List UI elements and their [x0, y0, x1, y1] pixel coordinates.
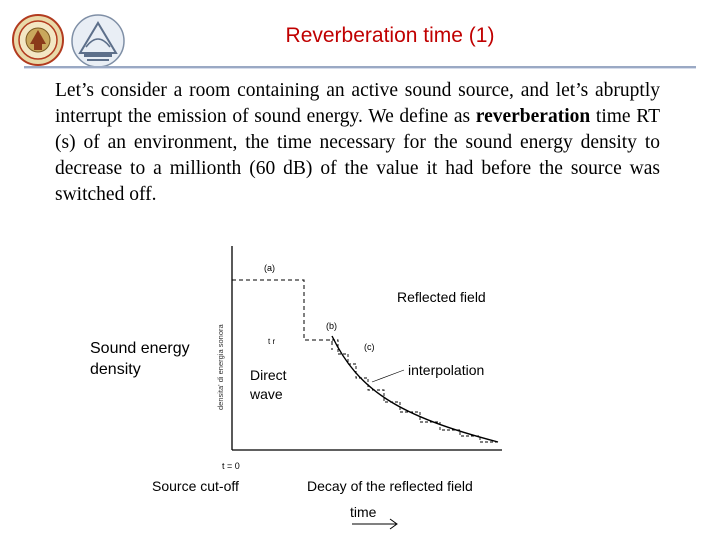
- staircase-decay-line: [332, 339, 498, 443]
- direct-wave-label: Direct wave: [250, 367, 287, 402]
- time-label: time: [350, 504, 377, 520]
- source-cutoff-label: Source cut-off: [152, 478, 239, 494]
- marker-t0: t = 0: [222, 461, 240, 471]
- marker-c: (c): [364, 342, 375, 352]
- paragraph-part1: Let’s consider a room containing an acti…: [55, 80, 660, 127]
- marker-b: (b): [326, 321, 337, 331]
- definition-paragraph: Let’s consider a room containing an acti…: [55, 78, 660, 208]
- time-arrow-icon: [352, 518, 398, 530]
- marker-tr: t r: [268, 337, 275, 346]
- decay-label: Decay of the reflected field: [307, 478, 473, 494]
- page-title: Reverberation time (1): [285, 24, 495, 47]
- paragraph-bold-term: reverberation: [475, 106, 591, 127]
- title-rule: [24, 66, 696, 68]
- interpolation-label: interpolation: [408, 362, 485, 378]
- paragraph-part2: time RT (s) of an environment, the time …: [55, 106, 661, 205]
- reflected-field-label: Reflected field: [397, 289, 486, 305]
- marker-a: (a): [264, 263, 275, 273]
- title-rule-shadow: [24, 68, 696, 69]
- interpolation-curve: [331, 335, 499, 443]
- steady-state-dashed-line: [232, 279, 333, 350]
- y-axis-caption: Sound energy density: [90, 340, 190, 378]
- university-seal-logo: [12, 14, 64, 66]
- interpolation-pointer: [371, 369, 405, 383]
- inner-y-label: densita' di energia sonora: [216, 324, 225, 410]
- reverberation-decay-diagram: (a) (b) (c) t r t = 0 densita' di energi…: [216, 246, 502, 471]
- audio-lab-logo: [71, 14, 125, 68]
